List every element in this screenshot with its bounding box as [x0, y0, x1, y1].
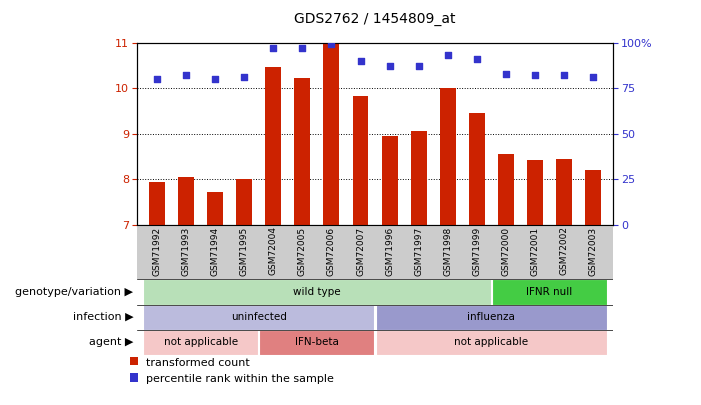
Text: transformed count: transformed count [146, 358, 250, 368]
Bar [498, 154, 514, 225]
Text: GSM71999: GSM71999 [472, 226, 482, 276]
Bar [294, 78, 311, 225]
Point [529, 72, 540, 79]
Bar [130, 357, 138, 365]
Bar [130, 373, 138, 382]
Point [268, 45, 279, 51]
Bar [149, 182, 165, 225]
Text: GSM71998: GSM71998 [443, 226, 452, 276]
Text: GSM72003: GSM72003 [589, 226, 597, 275]
Text: genotype/variation ▶: genotype/variation ▶ [15, 287, 133, 297]
Text: GSM71995: GSM71995 [240, 226, 249, 276]
Bar [469, 113, 485, 225]
Bar [376, 330, 607, 355]
Point [355, 58, 366, 64]
Text: not applicable: not applicable [163, 337, 238, 347]
Text: percentile rank within the sample: percentile rank within the sample [146, 374, 334, 384]
Bar [376, 305, 607, 330]
Bar [143, 279, 491, 305]
Text: GSM71993: GSM71993 [182, 226, 191, 276]
Text: GSM71992: GSM71992 [153, 226, 161, 275]
Text: wild type: wild type [293, 287, 341, 297]
Point [501, 70, 512, 77]
Point [471, 56, 482, 62]
Point [559, 72, 570, 79]
Text: not applicable: not applicable [454, 337, 529, 347]
Point [384, 63, 395, 70]
Bar [411, 131, 427, 225]
Text: GSM72006: GSM72006 [327, 226, 336, 275]
Point [238, 74, 250, 80]
Text: GSM71994: GSM71994 [211, 226, 219, 275]
Bar [236, 179, 252, 225]
Bar [207, 192, 223, 225]
Bar [178, 177, 194, 225]
Point [210, 76, 221, 82]
Text: agent ▶: agent ▶ [89, 337, 133, 347]
Bar [265, 67, 281, 225]
Bar [527, 160, 543, 225]
Bar [143, 330, 258, 355]
Text: GSM72002: GSM72002 [559, 226, 569, 275]
Bar [440, 88, 456, 225]
Point [413, 63, 424, 70]
Bar [556, 159, 572, 225]
Text: GSM72005: GSM72005 [298, 226, 307, 275]
Point [297, 45, 308, 51]
Text: IFNR null: IFNR null [526, 287, 573, 297]
Bar [323, 44, 339, 225]
Text: infection ▶: infection ▶ [73, 312, 133, 322]
Text: IFN-beta: IFN-beta [295, 337, 339, 347]
Point [180, 72, 191, 79]
Text: GSM72000: GSM72000 [501, 226, 510, 275]
Bar [381, 136, 397, 225]
Point [587, 74, 599, 80]
Bar [143, 305, 374, 330]
Point [151, 76, 163, 82]
Text: GSM72001: GSM72001 [531, 226, 539, 275]
Point [326, 41, 337, 47]
Point [442, 52, 454, 58]
Text: GDS2762 / 1454809_at: GDS2762 / 1454809_at [294, 12, 456, 26]
Text: GSM72007: GSM72007 [356, 226, 365, 275]
Text: GSM71996: GSM71996 [385, 226, 394, 276]
Bar [585, 170, 601, 225]
Bar [492, 279, 607, 305]
Bar [353, 96, 369, 225]
Text: influenza: influenza [468, 312, 515, 322]
Bar [259, 330, 374, 355]
Text: GSM72004: GSM72004 [268, 226, 278, 275]
Text: uninfected: uninfected [231, 312, 287, 322]
Text: GSM71997: GSM71997 [414, 226, 423, 276]
